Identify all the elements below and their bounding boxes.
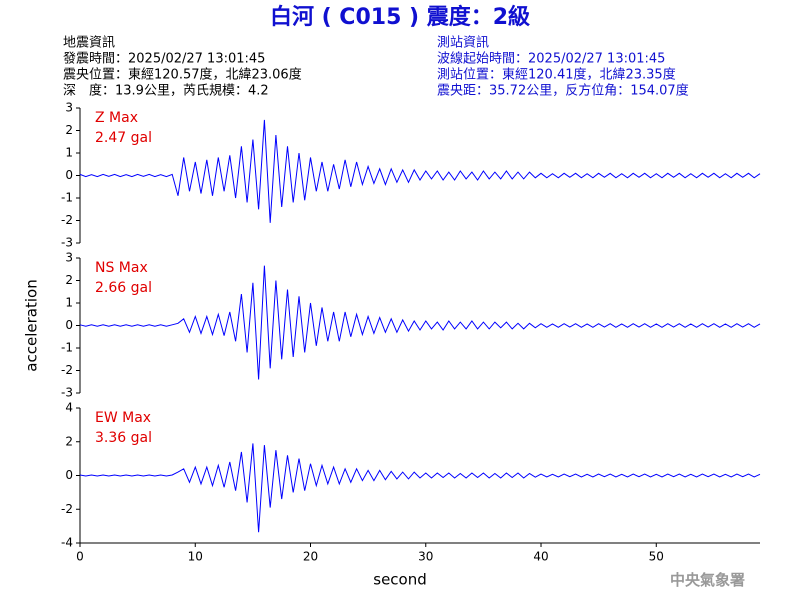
annotation: Z Max xyxy=(95,110,138,126)
info-line: 深 度：13.9公里，芮氏規模：4.2 xyxy=(63,83,269,99)
y-tick-label: -2 xyxy=(61,363,73,377)
info-line: 震央位置：東經120.57度，北緯23.06度 xyxy=(63,67,302,83)
y-axis-label: acceleration xyxy=(23,279,41,371)
annotation: 2.66 gal xyxy=(95,280,152,296)
annotation: EW Max xyxy=(95,410,151,426)
info-line: 震央距：35.72公里，反方位角：154.07度 xyxy=(437,83,689,99)
waveform xyxy=(79,265,761,380)
x-tick-label: 0 xyxy=(76,550,84,564)
x-tick-label: 50 xyxy=(649,550,664,564)
y-tick-label: -3 xyxy=(61,236,73,250)
x-axis-label: second xyxy=(373,571,427,589)
info-line: 波線起始時間：2025/02/27 13:01:45 xyxy=(437,51,665,67)
info-line: 測站位置：東經120.41度，北緯23.35度 xyxy=(437,67,676,83)
info-line: 測站資訊 xyxy=(437,36,489,51)
y-tick-label: 3 xyxy=(65,101,73,115)
y-tick-label: -1 xyxy=(61,191,73,205)
y-tick-label: 3 xyxy=(65,251,73,265)
annotation: 2.47 gal xyxy=(95,130,152,146)
x-tick-label: 10 xyxy=(188,550,203,564)
y-tick-label: 2 xyxy=(65,123,73,137)
y-tick-label: 1 xyxy=(65,296,73,310)
y-tick-label: 4 xyxy=(65,401,73,415)
x-tick-label: 30 xyxy=(418,550,433,564)
y-tick-label: -1 xyxy=(61,341,73,355)
y-tick-label: -4 xyxy=(61,536,73,550)
y-tick-label: -3 xyxy=(61,386,73,400)
y-tick-label: -2 xyxy=(61,502,73,516)
annotation: 3.36 gal xyxy=(95,430,152,446)
y-tick-label: 1 xyxy=(65,146,73,160)
y-tick-label: 0 xyxy=(65,168,73,182)
y-tick-label: 2 xyxy=(65,434,73,448)
info-line: 地震資訊 xyxy=(63,36,115,51)
y-tick-label: 0 xyxy=(65,318,73,332)
x-tick-label: 20 xyxy=(303,550,318,564)
chart-title: 白河 ( C015 ) 震度：2級 xyxy=(270,4,530,30)
waveform xyxy=(79,119,761,223)
info-line: 發震時間：2025/02/27 13:01:45 xyxy=(63,52,265,67)
y-tick-label: 0 xyxy=(65,468,73,482)
x-tick-label: 40 xyxy=(533,550,548,564)
annotation: NS Max xyxy=(95,260,148,276)
y-tick-label: -2 xyxy=(61,213,73,227)
waveform xyxy=(79,443,761,533)
agency: 中央氣象署 xyxy=(670,571,745,589)
y-tick-label: 2 xyxy=(65,273,73,287)
